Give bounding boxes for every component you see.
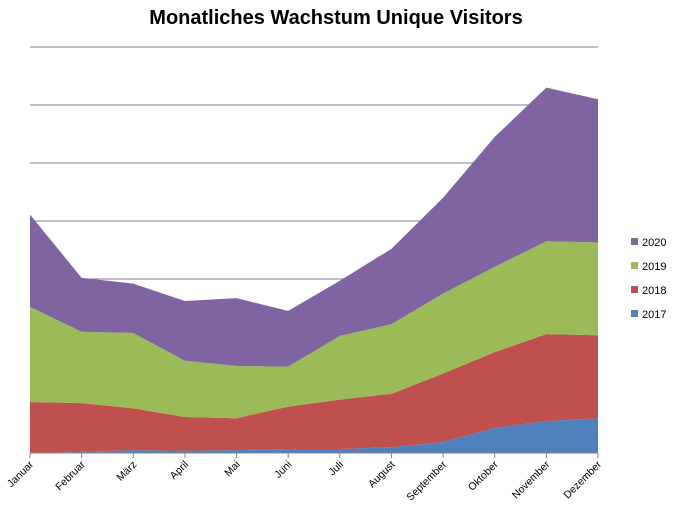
x-tick-label: November (510, 458, 553, 501)
x-tick-label: September (404, 458, 449, 503)
x-tick-label: Mai (222, 459, 242, 479)
legend-label-2019: 2019 (642, 261, 666, 273)
area-series-2017 (30, 418, 598, 453)
x-tick-label: Januar (5, 458, 37, 490)
legend-swatch-2017 (631, 310, 638, 317)
legend-swatch-2018 (631, 286, 638, 293)
area-series-2020 (30, 87, 598, 367)
chart-title: Monatliches Wachstum Unique Visitors (149, 7, 522, 29)
legend-label-2020: 2020 (642, 237, 666, 249)
legend-label-2017: 2017 (642, 309, 666, 321)
x-tick-label: Februar (53, 458, 88, 493)
area-series-2019 (30, 241, 598, 419)
x-tick-label: März (114, 459, 139, 484)
legend-swatch-2019 (631, 262, 638, 269)
x-tick-label: Dezember (561, 458, 604, 501)
legend-swatch-2020 (631, 238, 638, 245)
x-tick-label: Juni (272, 459, 294, 481)
legend: 2020 2019 2018 2017 (631, 237, 666, 321)
x-tick-label: Juli (326, 459, 346, 479)
x-tick-label: April (168, 459, 191, 482)
legend-label-2018: 2018 (642, 285, 666, 297)
area-series-2018 (30, 334, 598, 453)
x-tick-label: Oktober (466, 458, 501, 493)
plot-area (30, 87, 598, 453)
x-axis: Januar Februar März April Mai Juni Juli August S… (5, 452, 604, 503)
x-tick-label: August (366, 459, 398, 491)
